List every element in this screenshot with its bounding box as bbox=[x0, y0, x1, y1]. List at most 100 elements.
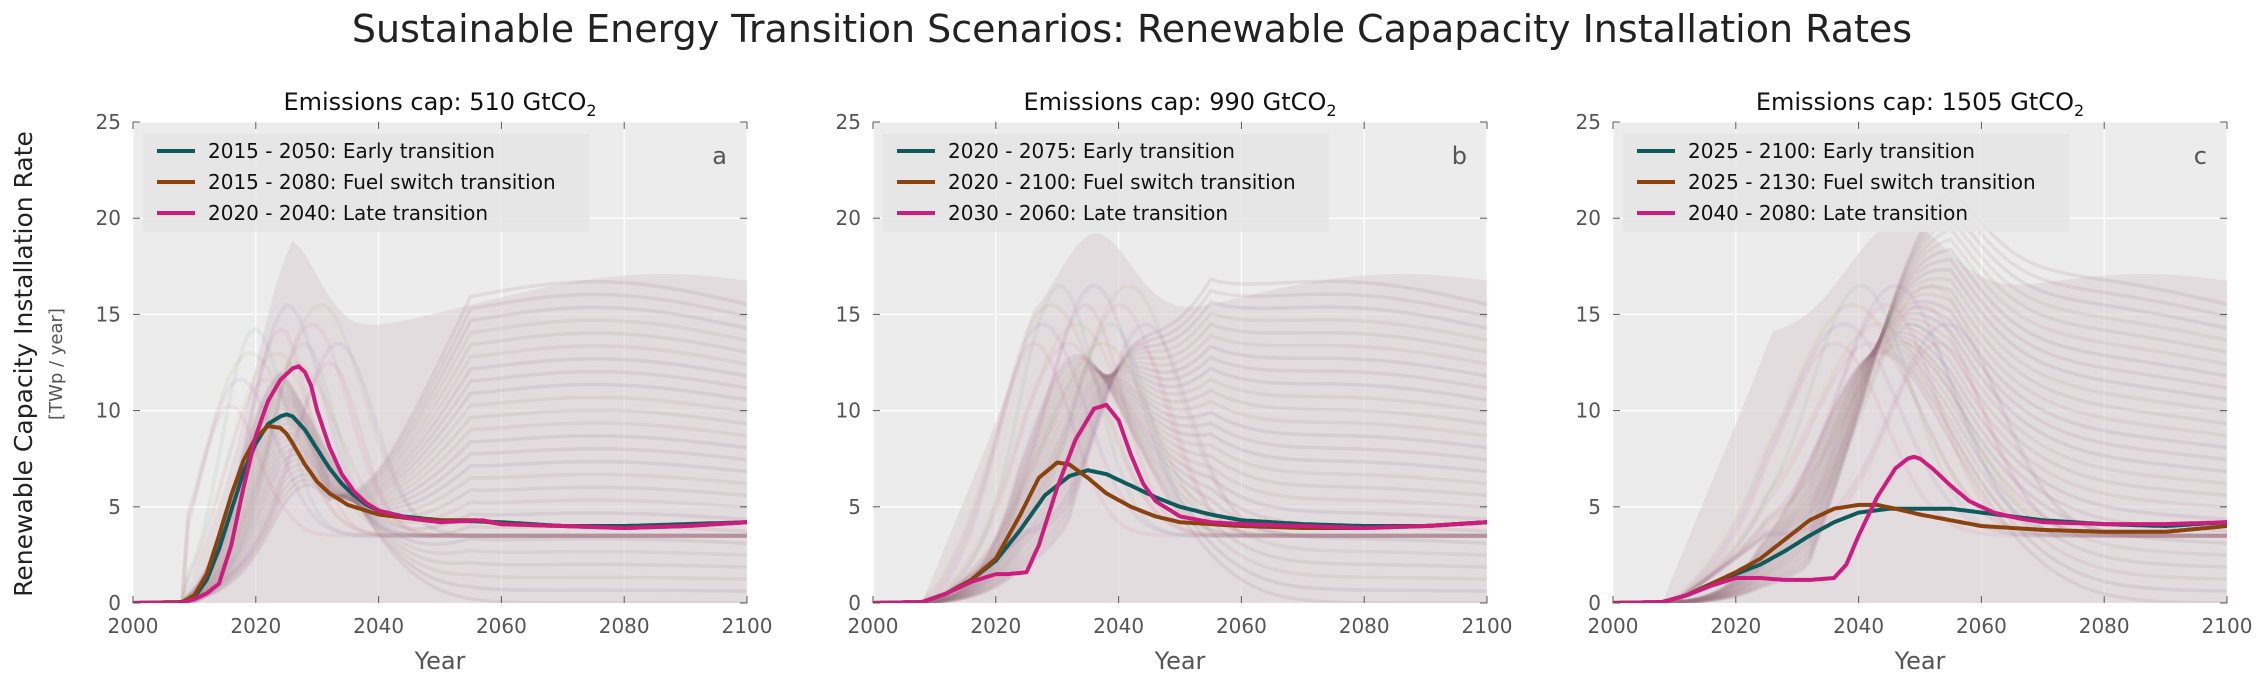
ensemble-peak-line bbox=[133, 303, 747, 603]
x-axis-label: Year bbox=[1154, 647, 1206, 675]
y-tick-label: 20 bbox=[1576, 206, 1601, 230]
main-series bbox=[133, 364, 747, 603]
ensemble-line bbox=[1613, 326, 2227, 603]
ensemble-line bbox=[1613, 186, 2227, 603]
ensemble-line bbox=[873, 366, 1487, 603]
y-tick-label: 15 bbox=[1576, 302, 1601, 326]
ensemble-line bbox=[873, 322, 1487, 603]
ensemble-line bbox=[133, 369, 747, 603]
ensemble-line bbox=[1613, 247, 2227, 603]
panel-label: c bbox=[2194, 142, 2207, 170]
main-series bbox=[873, 402, 1487, 603]
ensemble-peak-line bbox=[1613, 322, 2227, 603]
y-tick-label: 10 bbox=[1576, 399, 1601, 423]
ensemble-line bbox=[1613, 347, 2227, 603]
x-tick-label: 2040 bbox=[1093, 614, 1144, 638]
ensemble-peak-line bbox=[1613, 283, 2227, 603]
ensemble-peak-line bbox=[133, 351, 747, 603]
ensemble-peak-line bbox=[133, 341, 747, 603]
ensemble-line bbox=[133, 408, 747, 603]
main-series bbox=[1613, 454, 2227, 603]
ensemble-line bbox=[873, 299, 1487, 603]
ensemble-peak-line bbox=[873, 284, 1487, 603]
legend-entry: 2030 - 2060: Late transition bbox=[948, 201, 1228, 225]
ensemble-line bbox=[873, 288, 1487, 603]
ensemble-line bbox=[1613, 344, 2227, 603]
legend-entry: 2015 - 2080: Fuel switch transition bbox=[208, 170, 556, 194]
figure-title: Sustainable Energy Transition Scenarios:… bbox=[352, 7, 1912, 51]
x-tick-label: 2060 bbox=[1956, 614, 2007, 638]
ensemble-line bbox=[873, 310, 1487, 603]
legend-entry: 2040 - 2080: Late transition bbox=[1688, 201, 1968, 225]
ensemble-line bbox=[133, 357, 747, 603]
legend-box bbox=[1623, 134, 2069, 232]
ensemble-peak-line bbox=[873, 322, 1487, 603]
ensemble-peak-line bbox=[1613, 302, 2227, 603]
legend-entry: 2025 - 2130: Fuel switch transition bbox=[1688, 170, 2036, 194]
y-tick-label: 20 bbox=[96, 206, 121, 230]
ensemble-peak-line bbox=[1613, 303, 2227, 603]
x-tick-label: 2100 bbox=[722, 614, 773, 638]
ensemble-line bbox=[1613, 267, 2227, 603]
ensemble-peak-line bbox=[1613, 341, 2227, 603]
ensemble-line bbox=[1613, 317, 2227, 603]
ensemble-peak-line bbox=[873, 302, 1487, 603]
y-tick-label: 15 bbox=[836, 302, 861, 326]
ensemble-peak-line bbox=[873, 322, 1487, 603]
x-tick-label: 2100 bbox=[2202, 614, 2253, 638]
ensemble-peak-line bbox=[1613, 302, 2227, 603]
ensemble-line bbox=[1613, 330, 2227, 603]
ensemble-peak-line bbox=[1613, 341, 2227, 603]
ensemble-line bbox=[1613, 237, 2227, 603]
ensemble-envelope bbox=[133, 241, 747, 603]
x-tick-label: 2000 bbox=[1588, 614, 1639, 638]
legend: 2015 - 2050: Early transition 2015 - 2080… bbox=[143, 134, 589, 232]
ensemble-line bbox=[873, 344, 1487, 603]
ensemble-peak-line bbox=[133, 341, 747, 603]
panel-label: a bbox=[712, 142, 727, 170]
ensemble-peak-line bbox=[1613, 322, 2227, 603]
ensemble-line bbox=[873, 374, 1487, 603]
ensemble-line bbox=[1613, 196, 2227, 603]
y-tick-label: 25 bbox=[1576, 110, 1601, 134]
panel-title: Emissions cap: 1505 GtCO2 bbox=[1756, 88, 2084, 120]
ensemble-line bbox=[1613, 321, 2227, 603]
ensemble-peak-line bbox=[1613, 341, 2227, 603]
legend-entry: 2025 - 2100: Early transition bbox=[1688, 139, 1975, 163]
series-line-2 bbox=[1613, 502, 2227, 603]
y-tick-label: 0 bbox=[108, 591, 121, 615]
legend-box bbox=[883, 134, 1329, 232]
x-tick-label: 2040 bbox=[1833, 614, 1884, 638]
ensemble-peak-line bbox=[873, 341, 1487, 603]
x-tick-label: 2020 bbox=[970, 614, 1021, 638]
x-axis-label: Year bbox=[414, 647, 466, 675]
ensemble-line bbox=[1613, 206, 2227, 603]
x-tick-label: 2080 bbox=[599, 614, 650, 638]
ensemble-peak-line bbox=[133, 377, 747, 603]
legend-box bbox=[143, 134, 589, 232]
x-tick-label: 2000 bbox=[848, 614, 899, 638]
y-axis-label: Renewable Capacity Installation Rate bbox=[9, 131, 38, 597]
y-tick-label: 10 bbox=[836, 399, 861, 423]
series-line-3 bbox=[1613, 454, 2227, 603]
x-tick-label: 2080 bbox=[2079, 614, 2130, 638]
y-tick-label: 15 bbox=[96, 302, 121, 326]
ensemble-line bbox=[1613, 299, 2227, 603]
y-tick-label: 25 bbox=[96, 110, 121, 134]
ensemble-peak-line bbox=[1613, 341, 2227, 603]
ensemble-line bbox=[133, 305, 747, 603]
ensemble-line bbox=[873, 333, 1487, 603]
ensemble-peak-line bbox=[873, 341, 1487, 603]
panel-label: b bbox=[1452, 142, 1467, 170]
ensemble-peak-line bbox=[1613, 283, 2227, 603]
y-tick-label: 25 bbox=[836, 110, 861, 134]
ensemble-peak-line bbox=[873, 321, 1487, 603]
ensemble-peak-line bbox=[133, 402, 747, 603]
ensemble-peak-line bbox=[1613, 322, 2227, 603]
ensemble-line bbox=[1613, 305, 2227, 603]
x-tick-label: 2020 bbox=[230, 614, 281, 638]
ensemble-peak-line bbox=[133, 360, 747, 603]
legend-entry: 2015 - 2050: Early transition bbox=[208, 139, 495, 163]
ensemble-peak-line bbox=[873, 283, 1487, 603]
